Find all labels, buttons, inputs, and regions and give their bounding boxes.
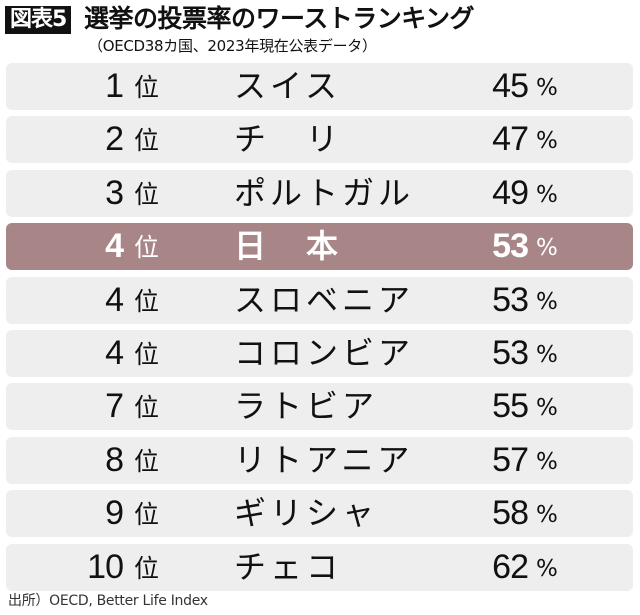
rank-suffix: 位 [134,553,160,583]
country-name: チ リ [234,120,343,159]
turnout-value: 45 [492,67,529,105]
ranking-row: 2 位 チ リ 47 % [6,116,633,164]
turnout-value: 55 [492,387,529,426]
rank-number: 1 [105,67,124,105]
rank-suffix: 位 [134,339,160,369]
country-name: チェコ [234,547,343,586]
ranking-row: 8 位 リトアニア 57 % [6,436,633,484]
chart-header: 図表5 選挙の投票率のワーストランキング （OECD38カ国、2023年現在公表… [0,0,640,60]
ranking-row: 4 位 スロベニア 53 % [6,276,633,324]
country-name: ラトビア [234,387,379,426]
turnout-value: 47 [492,120,529,159]
rank-suffix: 位 [134,500,160,530]
percent-unit: % [536,75,558,101]
percent-unit: % [536,288,558,315]
rank-number: 9 [105,494,124,533]
ranking-row: 3 位 ポルトガル 49 % [6,169,633,217]
rank-number: 10 [87,547,124,586]
ranking-row: 9 位 ギリシャ 58 % [6,490,633,538]
rank-number: 3 [105,173,124,212]
percent-unit: % [536,502,558,529]
rank-number: 4 [105,280,124,319]
rank-number: 8 [105,440,124,479]
turnout-value: 49 [492,173,529,212]
rank-suffix: 位 [134,73,160,102]
turnout-value: 57 [492,440,529,479]
ranking-row: 10 位 チェコ 62 % [6,543,633,591]
rank-suffix: 位 [134,393,160,423]
ranking-row: 7 位 ラトビア 55 % [6,383,633,431]
country-name: ポルトガル [234,173,415,212]
ranking-row: 1 位 スイス 45 % [6,63,633,110]
turnout-value: 58 [492,494,529,533]
rank-number: 4 [105,333,124,372]
rank-suffix: 位 [134,126,160,156]
percent-unit: % [536,555,558,582]
country-name: ギリシャ [234,494,379,533]
rank-number: 2 [105,120,124,159]
turnout-value: 62 [492,547,529,586]
country-name: スロベニア [234,280,415,319]
ranking-row: 4 位 コロンビア 53 % [6,329,633,377]
turnout-value: 53 [492,227,529,266]
percent-unit: % [536,395,558,422]
country-name: リトアニア [234,440,414,479]
rank-suffix: 位 [134,286,160,316]
chart-title: 選挙の投票率のワーストランキング [84,4,475,33]
rank-suffix: 位 [134,179,160,209]
country-name: 日 本 [234,227,343,266]
country-name: コロンビア [234,333,415,372]
rank-suffix: 位 [134,446,160,476]
country-name: スイス [234,67,342,105]
turnout-value: 53 [492,333,529,372]
rank-number: 7 [105,387,124,426]
percent-unit: % [536,341,558,368]
ranking-list: 1 位 スイス 45 % 2 位 チ リ 47 % 3 位 ポルトガル 49 %… [6,63,633,597]
source-note: 出所）OECD, Better Life Index [8,593,208,609]
rank-suffix: 位 [134,233,160,263]
chart-subtitle: （OECD38カ国、2023年現在公表データ） [88,37,377,55]
percent-unit: % [536,235,558,262]
rank-number: 4 [105,227,124,266]
turnout-value: 53 [492,280,529,319]
percent-unit: % [536,128,558,155]
figure-label-badge: 図表5 [5,6,72,34]
percent-unit: % [536,448,558,475]
percent-unit: % [536,181,558,208]
ranking-row-highlighted: 4 位 日 本 53 % [6,223,633,271]
